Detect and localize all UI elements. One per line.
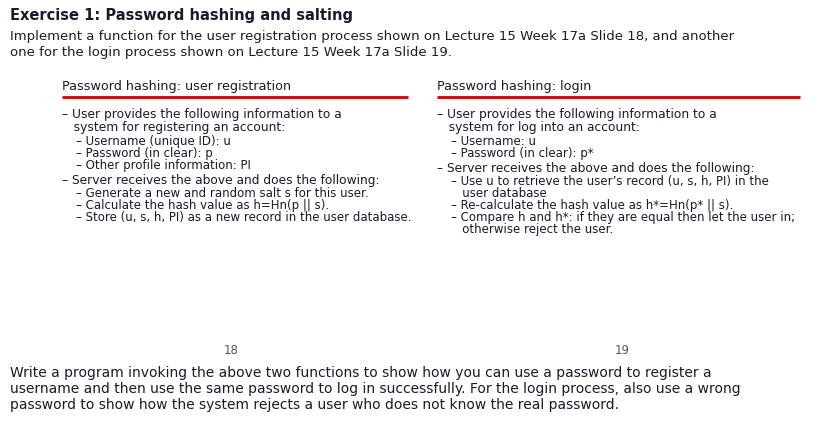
Text: Password hashing: login: Password hashing: login xyxy=(437,80,592,93)
Text: – Calculate the hash value as h=Hn(p || s).: – Calculate the hash value as h=Hn(p || … xyxy=(76,199,329,212)
Text: – User provides the following information to a: – User provides the following informatio… xyxy=(437,108,717,121)
Text: Implement a function for the user registration process shown on Lecture 15 Week : Implement a function for the user regist… xyxy=(10,30,734,43)
Text: – Other profile information: PI: – Other profile information: PI xyxy=(76,159,251,172)
Text: – Password (in clear): p: – Password (in clear): p xyxy=(76,147,213,160)
Text: password to show how the system rejects a user who does not know the real passwo: password to show how the system rejects … xyxy=(10,398,619,412)
Text: Write a program invoking the above two functions to show how you can use a passw: Write a program invoking the above two f… xyxy=(10,366,711,380)
Text: – Generate a new and random salt s for this user.: – Generate a new and random salt s for t… xyxy=(76,187,369,200)
Text: – Server receives the above and does the following:: – Server receives the above and does the… xyxy=(62,174,380,187)
Text: – Password (in clear): p*: – Password (in clear): p* xyxy=(451,147,593,160)
Text: 19: 19 xyxy=(614,344,630,357)
Text: user database: user database xyxy=(451,187,547,200)
Text: system for log into an account:: system for log into an account: xyxy=(437,121,640,134)
Text: – Store (u, s, h, PI) as a new record in the user database.: – Store (u, s, h, PI) as a new record in… xyxy=(76,211,411,224)
Text: username and then use the same password to log in successfully. For the login pr: username and then use the same password … xyxy=(10,382,740,396)
Text: – Compare h and h*: if they are equal then let the user in;: – Compare h and h*: if they are equal th… xyxy=(451,211,795,224)
Text: – Username: u: – Username: u xyxy=(451,135,536,148)
Text: – User provides the following information to a: – User provides the following informatio… xyxy=(62,108,342,121)
Text: otherwise reject the user.: otherwise reject the user. xyxy=(451,223,613,236)
Text: Exercise 1: Password hashing and salting: Exercise 1: Password hashing and salting xyxy=(10,8,353,23)
Text: – Server receives the above and does the following:: – Server receives the above and does the… xyxy=(437,162,755,175)
Text: one for the login process shown on Lecture 15 Week 17a Slide 19.: one for the login process shown on Lectu… xyxy=(10,46,452,59)
Text: – Username (unique ID): u: – Username (unique ID): u xyxy=(76,135,231,148)
Text: – Re-calculate the hash value as h*=Hn(p* || s).: – Re-calculate the hash value as h*=Hn(p… xyxy=(451,199,733,212)
Text: system for registering an account:: system for registering an account: xyxy=(62,121,285,134)
Text: Password hashing: user registration: Password hashing: user registration xyxy=(62,80,291,93)
Text: – Use u to retrieve the user’s record (u, s, h, PI) in the: – Use u to retrieve the user’s record (u… xyxy=(451,175,769,188)
Text: 18: 18 xyxy=(224,344,238,357)
